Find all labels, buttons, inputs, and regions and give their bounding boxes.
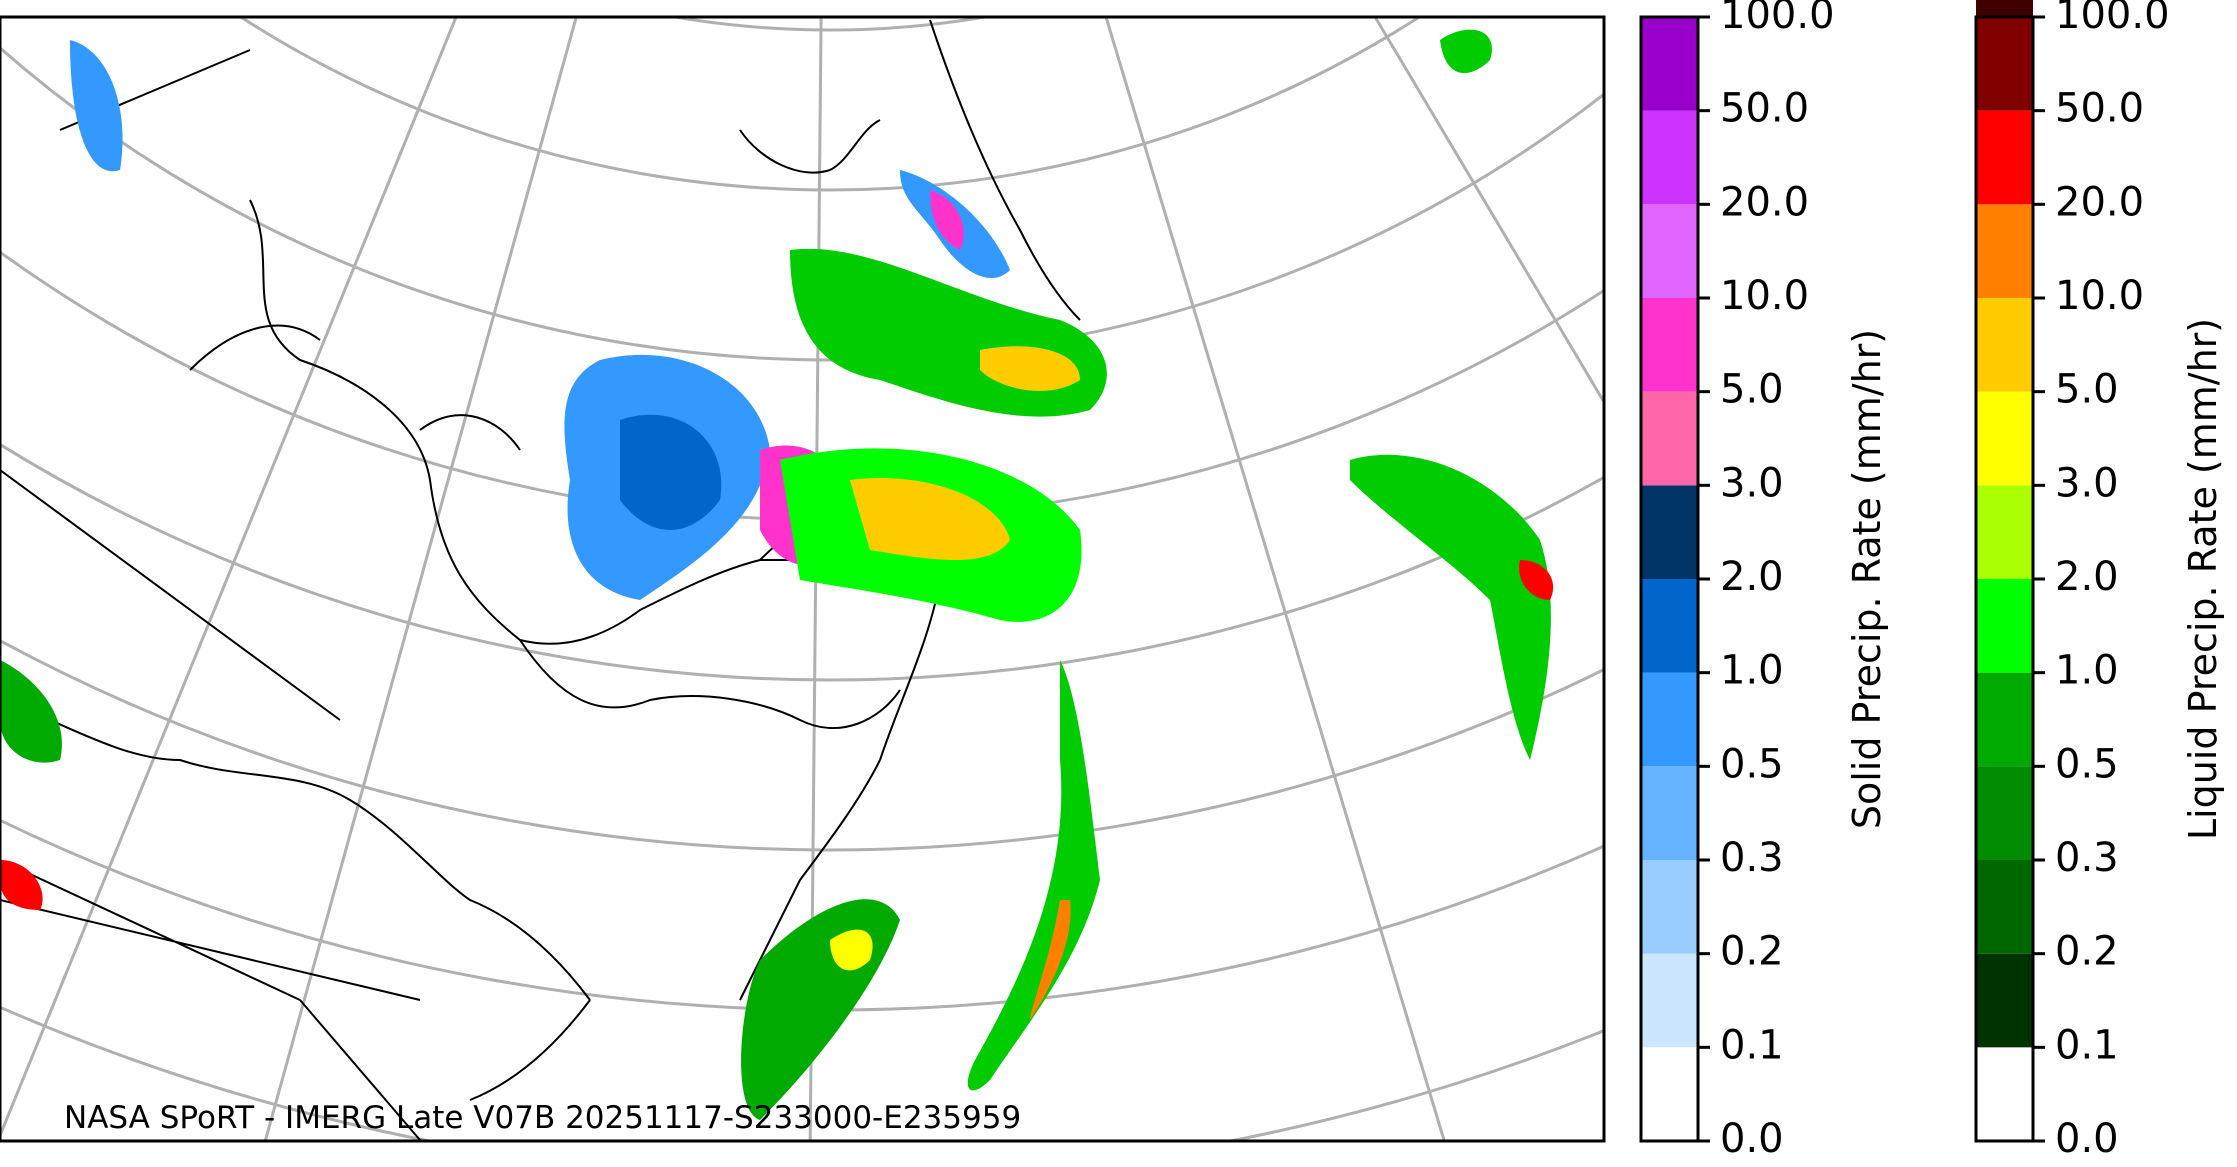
color-bin [1641, 485, 1698, 579]
tick-label: 3.0 [2055, 460, 2119, 506]
color-bin [1641, 766, 1698, 860]
color-bin [1641, 860, 1698, 954]
tick-label: 100.0 [1720, 0, 1835, 38]
tick-label: 1.0 [2055, 648, 2119, 694]
map-frame [0, 15, 1606, 1143]
color-bin [1641, 953, 1698, 1048]
tick-label: 20.0 [2055, 179, 2144, 225]
color-bin [1976, 672, 2033, 767]
tick-label: 2.0 [1720, 554, 1784, 600]
tick-label: 1.0 [1720, 648, 1784, 694]
tick-label: 0.5 [2055, 741, 2119, 787]
precipitation-imagery [0, 29, 1554, 1120]
color-bin [1976, 204, 2033, 298]
tick-label: 3.0 [1720, 460, 1784, 506]
color-bin [1976, 953, 2033, 1048]
tick-label: 20.0 [1720, 179, 1809, 225]
tick-label: 0.2 [1720, 929, 1784, 975]
tick-label: 0.2 [2055, 929, 2119, 975]
tick-label: 0.0 [1720, 1116, 1784, 1162]
tick-label: 0.3 [1720, 835, 1784, 881]
color-bin [1641, 672, 1698, 767]
color-bin [1641, 17, 1698, 111]
color-bin [1641, 110, 1698, 205]
tick-label: 10.0 [1720, 273, 1809, 319]
color-bin [1976, 110, 2033, 205]
color-bin [1641, 579, 1698, 673]
color-bin [1976, 1047, 2033, 1141]
tick-label: 0.3 [2055, 835, 2119, 881]
color-bin [1976, 485, 2033, 579]
tick-label: 2.0 [2055, 554, 2119, 600]
tick-label: 0.1 [1720, 1022, 1784, 1068]
tick-label: 100.0 [2055, 0, 2170, 38]
tick-label: 50.0 [1720, 86, 1809, 132]
tick-label: 10.0 [2055, 273, 2144, 319]
credit: NASA SPoRT - IMERG Late V07B 20251117-S2… [64, 1100, 1021, 1136]
color-bin [1641, 204, 1698, 298]
color-bin [1641, 391, 1698, 486]
tick-label: 0.1 [2055, 1022, 2119, 1068]
color-bin [1976, 298, 2033, 392]
tick-label: 5.0 [2055, 367, 2119, 413]
color-bin [1641, 298, 1698, 392]
color-bin [1976, 17, 2033, 111]
colorbars: 0.0 0.1 0.2 0.3 0.5 1.0 2.0 3.0 5.0 10.0 20.0 50.0 1… [1639, 0, 2225, 1162]
tick-label: 0.0 [2055, 1116, 2119, 1162]
color-bin [1976, 860, 2033, 954]
color-bin [1641, 1047, 1698, 1141]
colorbar-label: Liquid Precip. Rate (mm/hr) [2181, 318, 2225, 840]
colorbar-label: Solid Precip. Rate (mm/hr) [1845, 329, 1889, 829]
tick-label: 5.0 [1720, 367, 1784, 413]
color-bin [1976, 391, 2033, 486]
tick-label: 0.5 [1720, 741, 1784, 787]
color-bin [1976, 0, 2033, 17]
color-bin [1976, 766, 2033, 860]
tick-label: 50.0 [2055, 86, 2144, 132]
color-bin [1976, 579, 2033, 673]
